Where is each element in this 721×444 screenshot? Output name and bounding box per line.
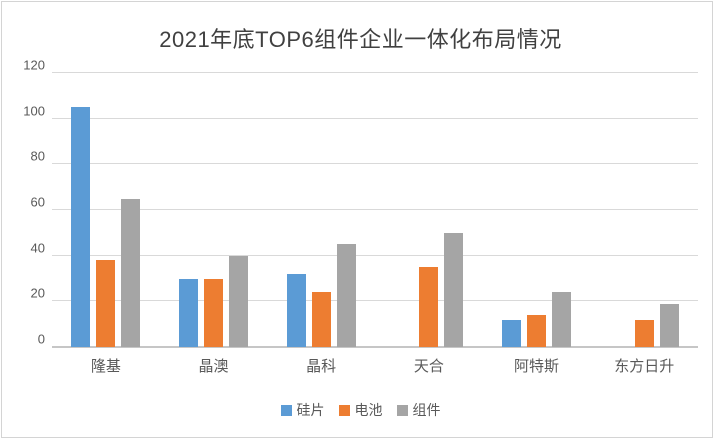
legend-label: 硅片 bbox=[296, 402, 325, 418]
bar-组件-东方日升 bbox=[659, 303, 679, 347]
bar-组件-隆基 bbox=[121, 198, 141, 347]
y-tick-label: 0 bbox=[37, 331, 45, 347]
chart-frame bbox=[1, 1, 713, 438]
gridline bbox=[52, 254, 698, 256]
bar-group bbox=[483, 73, 591, 347]
bar-电池-晶澳 bbox=[204, 278, 223, 347]
bar-电池-晶科 bbox=[311, 292, 331, 347]
bar-group bbox=[52, 73, 160, 347]
bar-电池-天合 bbox=[419, 267, 439, 347]
bar-group bbox=[590, 73, 698, 347]
bar-组件-晶澳 bbox=[229, 255, 248, 347]
x-category-label: 天合 bbox=[413, 358, 444, 375]
legend-label: 组件 bbox=[412, 402, 441, 418]
bar-硅片-阿特斯 bbox=[502, 319, 522, 347]
gridline bbox=[52, 117, 698, 119]
legend: 硅片 电池 组件 bbox=[0, 400, 721, 420]
y-tick-label: 40 bbox=[30, 240, 45, 256]
x-axis-line bbox=[52, 346, 698, 348]
bar-硅片-晶科 bbox=[286, 273, 306, 347]
legend-item-组件: 组件 bbox=[396, 400, 441, 420]
x-category-label: 晶澳 bbox=[198, 358, 229, 375]
gridline bbox=[52, 72, 698, 73]
x-category-label: 东方日升 bbox=[614, 358, 675, 375]
bar-硅片-隆基 bbox=[71, 107, 91, 347]
bar-group bbox=[375, 73, 483, 347]
legend-swatch-icon bbox=[280, 404, 292, 416]
bar-group bbox=[267, 73, 375, 347]
x-axis: 隆基 晶澳 晶科 天合 阿特斯 东方日升 bbox=[52, 355, 698, 376]
y-tick-label: 80 bbox=[30, 148, 45, 164]
y-tick-label: 20 bbox=[30, 285, 45, 301]
bar-series-container bbox=[52, 73, 698, 347]
legend-item-硅片: 硅片 bbox=[280, 400, 325, 420]
legend-label: 电池 bbox=[354, 402, 383, 418]
gridline bbox=[52, 209, 698, 210]
gridline bbox=[52, 163, 698, 165]
legend-item-电池: 电池 bbox=[338, 400, 383, 420]
chart-title: 2021年底TOP6组件企业一体化布局情况 bbox=[159, 27, 562, 52]
bar-组件-阿特斯 bbox=[552, 292, 572, 347]
x-category-label: 晶科 bbox=[306, 358, 337, 375]
gridline bbox=[52, 300, 698, 302]
y-axis: 0 20 40 60 80 100 120 bbox=[0, 58, 45, 347]
y-tick-label: 100 bbox=[23, 103, 45, 119]
legend-swatch-icon bbox=[396, 404, 408, 416]
bar-组件-晶科 bbox=[336, 244, 356, 347]
legend-swatch-icon bbox=[338, 404, 350, 416]
bar-group bbox=[160, 73, 268, 347]
x-category-label: 阿特斯 bbox=[514, 358, 560, 375]
bar-电池-东方日升 bbox=[634, 319, 654, 347]
bar-电池-阿特斯 bbox=[527, 315, 547, 347]
plot-area bbox=[52, 72, 698, 348]
bar-硅片-晶澳 bbox=[179, 278, 198, 347]
x-category-label: 隆基 bbox=[90, 358, 121, 375]
y-tick-label: 60 bbox=[30, 194, 45, 210]
y-tick-label: 120 bbox=[23, 57, 45, 73]
bar-组件-天合 bbox=[444, 232, 464, 347]
bar-电池-隆基 bbox=[96, 260, 116, 347]
